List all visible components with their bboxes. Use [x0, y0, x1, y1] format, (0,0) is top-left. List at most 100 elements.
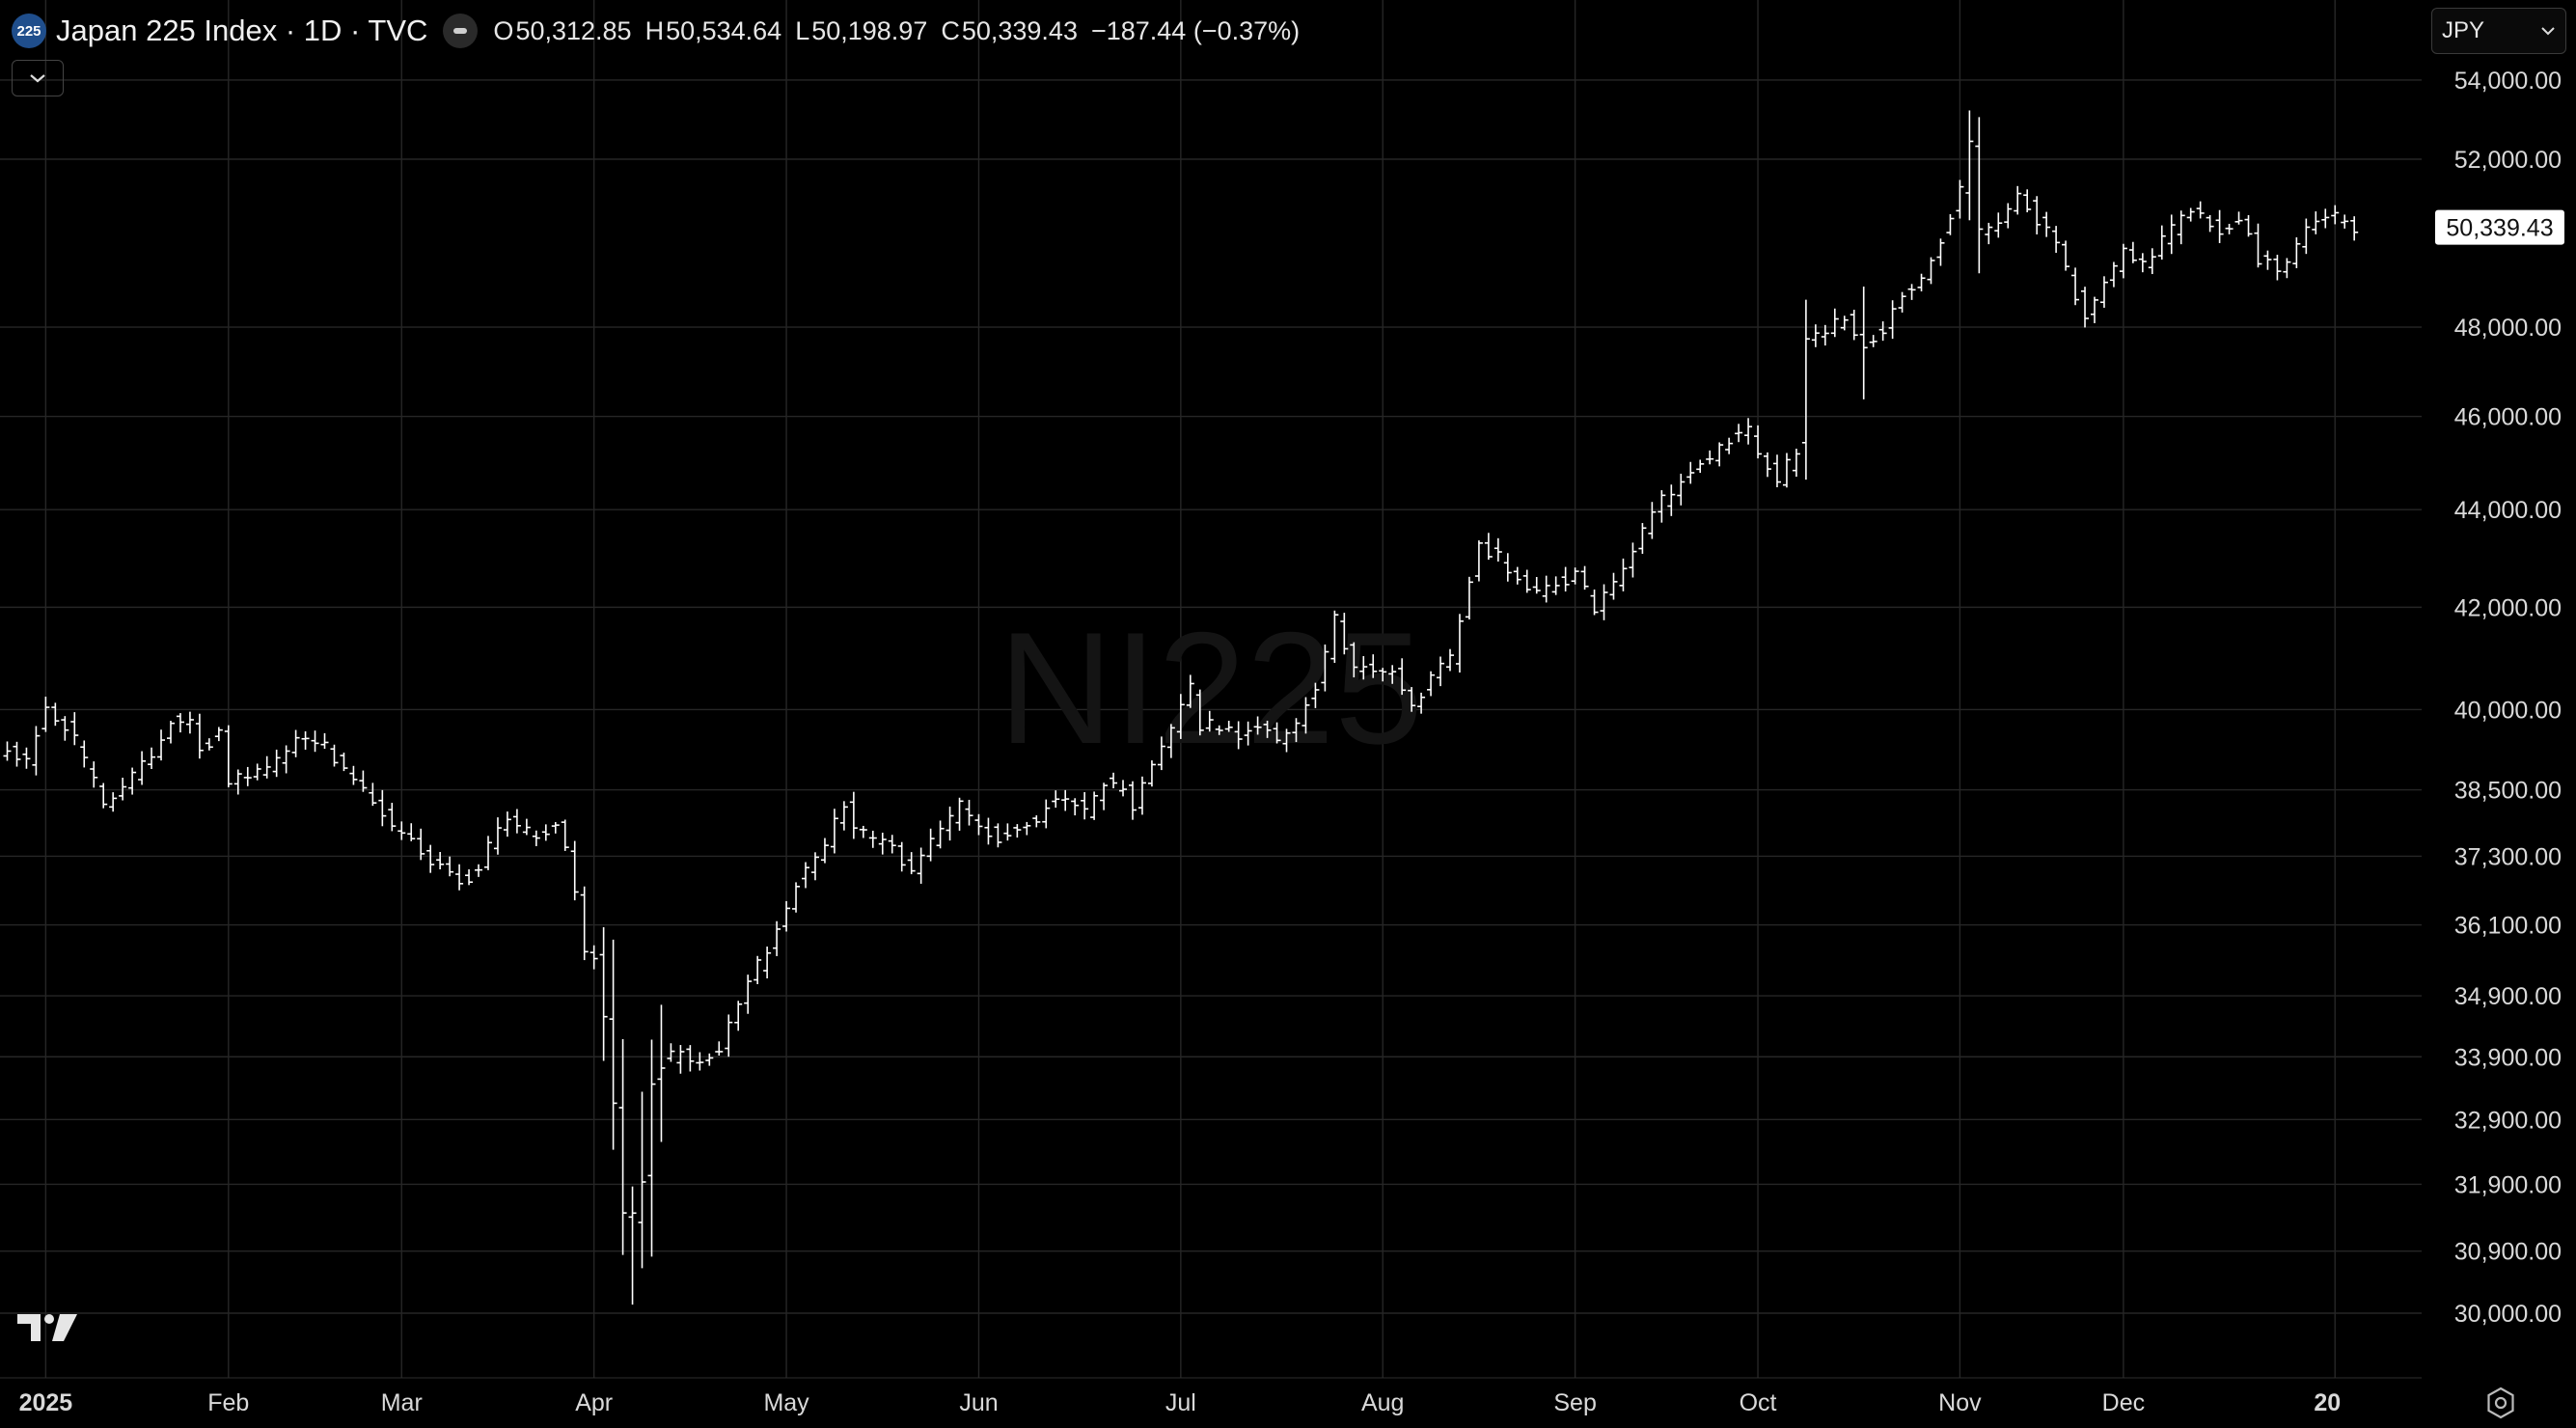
ohlc-bar [1677, 473, 1685, 506]
ohlc-bar [1946, 214, 1955, 235]
ohlc-bar [109, 792, 118, 812]
price-tick-label: 36,100.00 [2454, 913, 2562, 940]
ohlc-bar [2341, 214, 2349, 229]
ohlc-bar [1619, 558, 1628, 591]
ohlc-bar [1408, 687, 1416, 712]
symbol-badge[interactable]: 225 [12, 14, 46, 48]
ohlc-bar [773, 920, 781, 956]
ohlc-bar [2138, 253, 2147, 273]
time-tick-label: Sep [1553, 1389, 1596, 1416]
ohlc-bar [1859, 287, 1868, 399]
ohlc-bar [253, 763, 261, 781]
ohlc-bar [1735, 424, 1743, 443]
ohlc-bar [1629, 542, 1637, 578]
ohlc-bar [1234, 721, 1243, 750]
price-tick-label: 38,500.00 [2454, 778, 2562, 805]
ohlc-bar [2273, 255, 2282, 281]
ohlc-bar [2302, 218, 2311, 255]
ohlc-bar [1128, 781, 1137, 820]
currency-select[interactable]: JPY [2431, 8, 2566, 54]
time-tick-label: Aug [1361, 1389, 1404, 1416]
ohlc-bar [1100, 783, 1109, 810]
ohlc-bar [1282, 728, 1291, 753]
ohlc-bar [1956, 179, 1964, 219]
price-tick-label: 40,000.00 [2454, 697, 2562, 724]
ohlc-bar [1166, 724, 1175, 758]
ohlc-bar [696, 1052, 704, 1071]
ohlc-bar [1215, 725, 1223, 735]
ohlc-bar [1157, 736, 1165, 771]
time-tick-label: Dec [2102, 1389, 2145, 1416]
ohlc-bar [1013, 824, 1022, 838]
last-price-box [2435, 209, 2564, 245]
ohlc-bar [1888, 300, 1897, 340]
ohlc-bar [1302, 697, 1310, 734]
ohlc-bar [1542, 575, 1550, 603]
ohlc-bar [70, 712, 79, 746]
price-tick-label: 48,000.00 [2454, 315, 2562, 342]
ohlc-bar [1811, 324, 1820, 347]
ohlc-bar [224, 725, 233, 787]
ohlc-bar [1975, 117, 1984, 274]
ohlc-bar [1936, 238, 1945, 266]
low-value: 50,198.97 [811, 15, 928, 45]
close-value: 50,339.43 [961, 15, 1078, 45]
ohlc-bar [1850, 309, 1858, 341]
time-tick-label: Nov [1938, 1389, 1982, 1416]
collapse-legend-button[interactable] [12, 60, 64, 96]
ohlc-bar [657, 1004, 666, 1142]
ohlc-bar [1003, 823, 1012, 841]
ohlc-bar [3, 741, 12, 761]
symbol-title[interactable]: Japan 225 Index · 1D · TVC [56, 14, 428, 47]
ohlc-bar [1224, 720, 1233, 732]
ohlc-bar [1667, 484, 1676, 516]
ohlc-bar [1994, 212, 2003, 238]
ohlc-bar [1081, 791, 1089, 820]
ohlc-bar [599, 926, 608, 1061]
ohlc-bar [1427, 671, 1436, 697]
ohlc-bar [628, 1186, 637, 1305]
ohlc-bar [90, 761, 98, 788]
ohlc-bar [2244, 214, 2253, 237]
tradingview-logo-icon[interactable] [17, 1312, 81, 1343]
ohlc-bar [734, 1001, 743, 1031]
ohlc-bar [2263, 250, 2272, 270]
ohlc-bar [1455, 614, 1464, 673]
ohlc-bar [541, 824, 550, 841]
hide-indicator-button[interactable] [443, 14, 479, 48]
ohlc-bar [157, 729, 166, 761]
ohlc-bar [888, 835, 896, 854]
ohlc-bar [705, 1053, 714, 1066]
ohlc-bar [61, 716, 69, 741]
ohlc-bar [2196, 201, 2205, 219]
ohlc-bar [214, 727, 223, 742]
price-axis[interactable]: 54,000.00 52,000.00 48,000.00 46,000.00 44,0… [2454, 68, 2562, 1328]
ohlc-bar [1273, 722, 1281, 744]
time-axis[interactable]: 2025 Feb Mar Apr May Jun Jul Aug Sep Oct Nov Dec 20 [19, 1389, 2342, 1416]
ohlc-bar [1927, 257, 1935, 285]
ohlc-bar [1340, 613, 1349, 655]
ohlc-bar [301, 730, 310, 750]
low-label: L [795, 15, 810, 45]
last-price-marker: 50,339.43 [2435, 209, 2564, 245]
time-tick-label: Oct [1740, 1389, 1777, 1416]
ohlc-bar [397, 821, 406, 840]
ohlc-bar [715, 1041, 724, 1057]
ohlc-bar [849, 791, 858, 839]
ohlc-bar [185, 711, 194, 734]
ohlc-bar [2090, 296, 2098, 323]
ohlc-bars [3, 110, 2359, 1305]
ohlc-bar [1985, 222, 1993, 245]
ohlc-bar [1330, 610, 1339, 664]
ohlc-bar [830, 809, 838, 854]
settings-icon[interactable] [2482, 1385, 2519, 1421]
price-tick-label: 37,300.00 [2454, 843, 2562, 870]
ohlc-bar [1350, 642, 1358, 678]
ohlc-bar [1609, 572, 1618, 600]
time-tick-label: Jun [959, 1389, 998, 1416]
ohlc-bar [2042, 211, 2051, 237]
ohlc-bar [243, 766, 252, 786]
ohlc-bar [1446, 648, 1454, 672]
